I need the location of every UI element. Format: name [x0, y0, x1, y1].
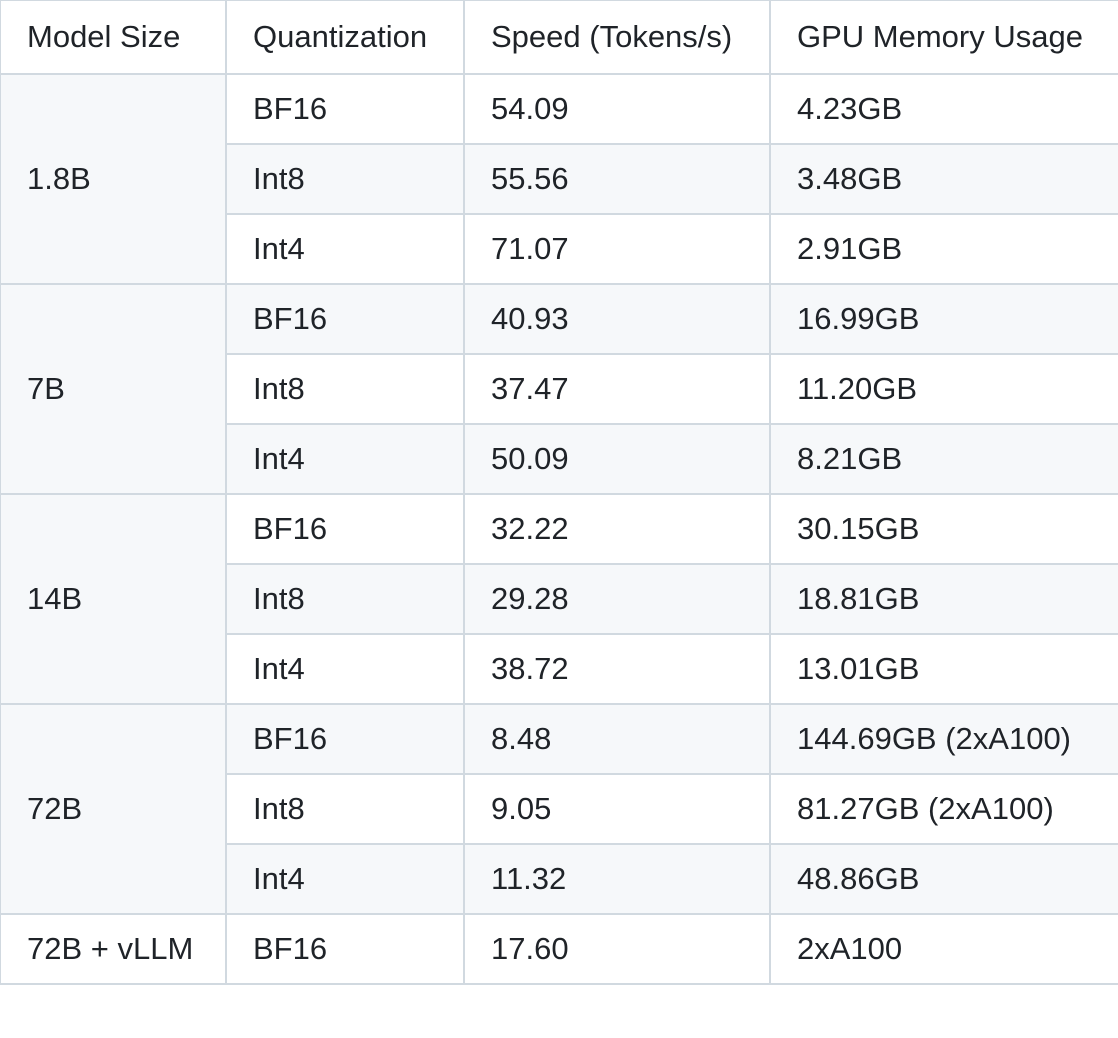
header-model-size: Model Size: [0, 0, 227, 75]
memory-cell: 2.91GB: [769, 213, 1118, 285]
header-speed: Speed (Tokens/s): [463, 0, 771, 75]
speed-cell: 71.07: [463, 213, 771, 285]
quantization-cell: Int8: [225, 563, 465, 635]
speed-cell: 38.72: [463, 633, 771, 705]
table-row: 72B + vLLM BF16 17.60 2xA100: [0, 913, 1118, 985]
quantization-cell: BF16: [225, 283, 465, 355]
memory-cell: 4.23GB: [769, 73, 1118, 145]
table-row: 7B BF16 40.93 16.99GB: [0, 283, 1118, 495]
table-row: Int4 50.09 8.21GB: [0, 423, 1118, 495]
table-row: Int8 37.47 11.20GB: [0, 353, 1118, 425]
table-row: Int4 71.07 2.91GB: [0, 213, 1118, 285]
memory-cell: 13.01GB: [769, 633, 1118, 705]
model-size-cell: 72B: [0, 703, 227, 915]
quantization-cell: Int8: [225, 773, 465, 845]
memory-cell: 16.99GB: [769, 283, 1118, 355]
quantization-cell: Int4: [225, 213, 465, 285]
quantization-cell: BF16: [225, 913, 465, 985]
table-row: 72B BF16 8.48 144.69GB (2xA100): [0, 703, 1118, 915]
memory-cell: 3.48GB: [769, 143, 1118, 215]
memory-cell: 144.69GB (2xA100): [769, 703, 1118, 775]
memory-cell: 8.21GB: [769, 423, 1118, 495]
speed-cell: 17.60: [463, 913, 771, 985]
memory-cell: 11.20GB: [769, 353, 1118, 425]
memory-cell: 18.81GB: [769, 563, 1118, 635]
table-row: 14B BF16 32.22 30.15GB: [0, 493, 1118, 705]
speed-cell: 54.09: [463, 73, 771, 145]
quantization-cell: BF16: [225, 493, 465, 565]
memory-cell: 48.86GB: [769, 843, 1118, 915]
memory-cell: 81.27GB (2xA100): [769, 773, 1118, 845]
table-row: Int4 38.72 13.01GB: [0, 633, 1118, 705]
table-row: 1.8B BF16 54.09 4.23GB: [0, 73, 1118, 285]
speed-cell: 29.28: [463, 563, 771, 635]
memory-cell: 2xA100: [769, 913, 1118, 985]
quantization-cell: Int4: [225, 633, 465, 705]
header-row: Model Size Quantization Speed (Tokens/s)…: [0, 0, 1118, 75]
quantization-cell: BF16: [225, 703, 465, 775]
benchmark-table: Model Size Quantization Speed (Tokens/s)…: [0, 0, 1118, 985]
quantization-cell: Int4: [225, 423, 465, 495]
speed-cell: 32.22: [463, 493, 771, 565]
speed-cell: 8.48: [463, 703, 771, 775]
table-row: Int8 9.05 81.27GB (2xA100): [0, 773, 1118, 845]
quantization-cell: Int4: [225, 843, 465, 915]
table-header: Model Size Quantization Speed (Tokens/s)…: [0, 0, 1118, 75]
quantization-cell: Int8: [225, 143, 465, 215]
speed-cell: 50.09: [463, 423, 771, 495]
speed-cell: 9.05: [463, 773, 771, 845]
speed-cell: 11.32: [463, 843, 771, 915]
speed-cell: 37.47: [463, 353, 771, 425]
table-row: Int8 29.28 18.81GB: [0, 563, 1118, 635]
header-gpu-memory: GPU Memory Usage: [769, 0, 1118, 75]
model-size-cell: 7B: [0, 283, 227, 495]
quantization-cell: Int8: [225, 353, 465, 425]
memory-cell: 30.15GB: [769, 493, 1118, 565]
model-size-cell: 1.8B: [0, 73, 227, 285]
quantization-cell: BF16: [225, 73, 465, 145]
table-row: Int8 55.56 3.48GB: [0, 143, 1118, 215]
model-size-cell: 72B + vLLM: [0, 913, 227, 985]
table-body: 1.8B BF16 54.09 4.23GB Int8 55.56 3.48GB…: [0, 73, 1118, 985]
speed-cell: 55.56: [463, 143, 771, 215]
table-row: Int4 11.32 48.86GB: [0, 843, 1118, 915]
speed-cell: 40.93: [463, 283, 771, 355]
header-quantization: Quantization: [225, 0, 465, 75]
model-size-cell: 14B: [0, 493, 227, 705]
